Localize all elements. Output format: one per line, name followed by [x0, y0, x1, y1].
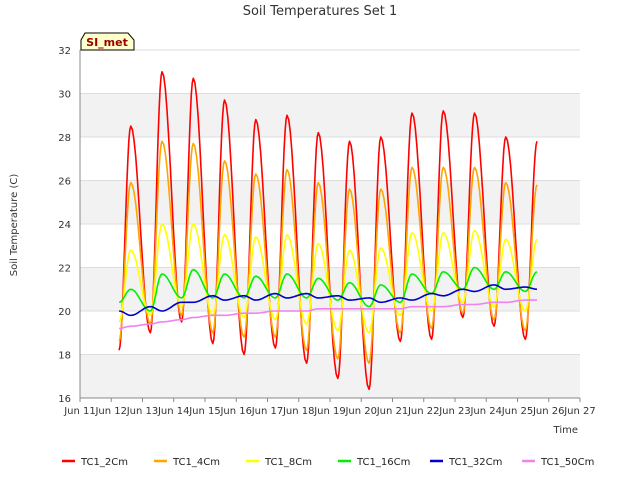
x-tick-label: Jun 17: [251, 406, 284, 417]
y-tick-label: 18: [58, 351, 71, 362]
x-tick-label: Jun 22: [407, 406, 440, 417]
legend-item: TC1_32Cm: [430, 457, 502, 468]
series-lines: [118, 71, 538, 391]
shaded-band: [80, 354, 580, 398]
series-line-tc1-16cm: [118, 266, 538, 312]
legend: TC1_2Cm TC1_4Cm TC1_8Cm TC1_16Cm TC1_32Cm TC1…: [62, 457, 594, 468]
shaded-band: [80, 93, 580, 137]
x-tick-label: Jun 23: [438, 406, 471, 417]
x-tick-label: Jun 13: [126, 406, 159, 417]
station-badge: SI_met: [80, 32, 135, 51]
x-tick-label: Jun 12: [94, 406, 127, 417]
y-tick-label: 26: [58, 177, 71, 188]
x-tick-label: Jun 11: [63, 406, 96, 417]
legend-label: TC1_32Cm: [448, 457, 502, 468]
y-tick-label: 28: [58, 133, 71, 144]
badge-box: [80, 32, 135, 51]
legend-item: TC1_16Cm: [338, 457, 410, 468]
series-line-tc1-50cm: [119, 299, 537, 330]
series-line-tc1-4cm: [118, 140, 538, 365]
legend-label: TC1_8Cm: [264, 457, 312, 468]
y-tick-label: 24: [58, 220, 71, 231]
legend-item: TC1_8Cm: [246, 457, 312, 468]
y-tick-label: 22: [58, 264, 71, 275]
x-tick-label: Jun 24: [469, 406, 502, 417]
y-tick-label: 16: [58, 394, 71, 405]
x-tick-label: Jun 16: [219, 406, 252, 417]
legend-label: TC1_2Cm: [80, 457, 128, 468]
badge-label: SI_met: [86, 36, 128, 49]
y-tick-labels: 16 18 20 22 24 26 28 30 32: [58, 46, 71, 405]
x-tick-label: Jun 19: [313, 406, 346, 417]
x-tick-label: Jun 25: [501, 406, 534, 417]
x-tick-labels: Jun 11 Jun 12 Jun 13 Jun 14 Jun 15 Jun 16 Jun …: [63, 398, 596, 417]
series-line-tc1-8cm: [118, 223, 538, 334]
y-tick-label: 32: [58, 46, 71, 57]
x-axis-label: Time: [553, 425, 578, 436]
gridlines: [80, 49, 580, 399]
legend-label: TC1_4Cm: [172, 457, 220, 468]
legend-item: TC1_4Cm: [154, 457, 220, 468]
x-tick-label: Jun 27: [563, 406, 596, 417]
series-line-tc1-2cm: [118, 71, 538, 391]
series-line-tc1-32cm: [119, 284, 538, 317]
y-tick-label: 30: [58, 90, 71, 101]
y-axis-label: Soil Temperature (C): [9, 174, 20, 277]
legend-label: TC1_16Cm: [356, 457, 410, 468]
x-tick-label: Jun 14: [157, 406, 190, 417]
x-tick-label: Jun 21: [376, 406, 409, 417]
x-tick-label: Jun 20: [344, 406, 377, 417]
legend-item: TC1_50Cm: [522, 457, 594, 468]
chart-title: Soil Temperatures Set 1: [243, 4, 398, 19]
shaded-band: [80, 180, 580, 224]
x-tick-label: Jun 15: [188, 406, 221, 417]
y-tick-label: 20: [58, 307, 71, 318]
legend-item: TC1_2Cm: [62, 457, 128, 468]
x-tick-label: Jun 18: [282, 406, 315, 417]
x-tick-label: Jun 26: [532, 406, 565, 417]
legend-label: TC1_50Cm: [540, 457, 594, 468]
